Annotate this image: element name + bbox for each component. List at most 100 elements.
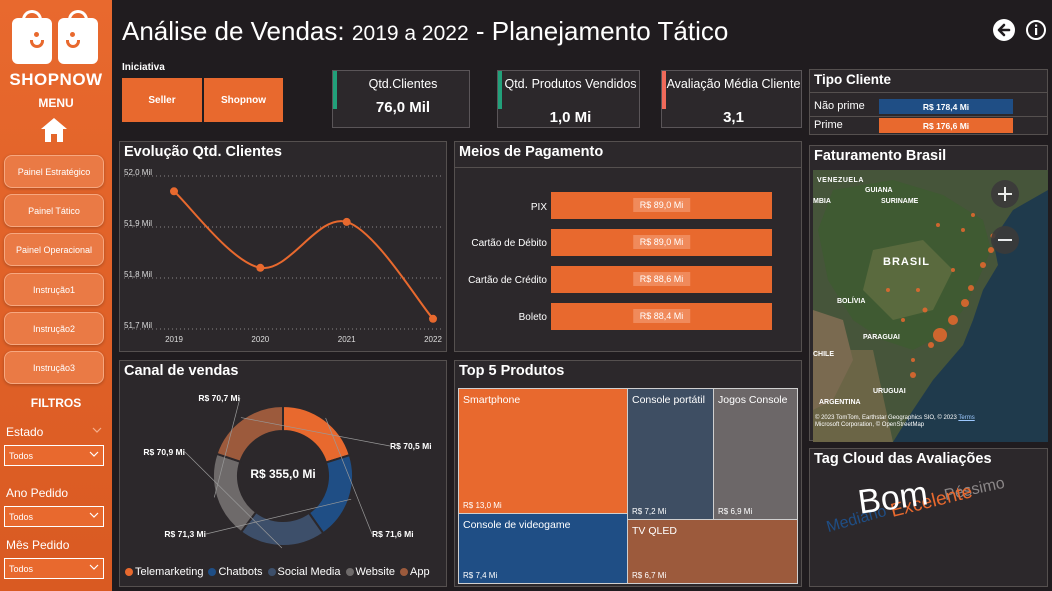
shopnow-button[interactable]: Shopnow [204,78,283,122]
donut-slice[interactable] [215,404,284,463]
legend-item[interactable]: Chatbots [208,566,263,578]
nav-instrucao1[interactable]: Instrução1 [4,273,104,306]
map-attribution-line2: Microsoft Corporation, © OpenStreetMap [815,422,925,428]
treemap-value: R$ 7,2 Mi [632,507,667,516]
title-years: 2019 a 2022 [351,22,469,45]
title-main: Análise de Vendas: [122,16,345,46]
tipo-cliente-bar[interactable]: R$ 176,6 Mi [879,118,1013,133]
donut-leader [205,498,352,535]
map-bubbles [886,213,996,378]
plus-icon [998,187,1012,201]
filter-estado-select[interactable]: Todos [4,445,104,466]
y-tick-label: 51,7 Mil [124,321,152,330]
pagamento-value: R$ 89,0 Mi [632,235,691,249]
kpi-qtd-clientes: Qtd.Clientes 76,0 Mil [332,70,470,128]
sidebar: SHOPNOW MENU Painel Estratégico Painel T… [0,0,112,591]
seller-button[interactable]: Seller [122,78,202,122]
tipo-cliente-panel: Tipo Cliente Não prime R$ 178,4 Mi Prime… [809,69,1048,135]
x-tick-label: 2021 [338,335,356,344]
pagamento-bar[interactable]: R$ 89,0 Mi [551,192,772,219]
treemap-value: R$ 6,9 Mi [718,507,753,516]
filter-ano-value: Todos [9,511,34,522]
pagamento-bar[interactable]: R$ 89,0 Mi [551,229,772,256]
map-label: ARGENTINA [819,399,861,406]
tipo-cliente-label: Prime [814,119,843,131]
y-tick-label: 51,8 Mil [124,270,152,279]
treemap-cell-tv-qled[interactable]: TV QLED R$ 6,7 Mi [627,519,798,584]
filter-ano-label: Ano Pedido [6,486,69,500]
line-point[interactable] [170,187,178,196]
minus-icon [998,239,1012,241]
pagamento-value: R$ 88,4 Mi [632,309,691,323]
treemap-name: TV QLED [632,525,677,537]
kpi-label: Avaliação Média Cliente [666,77,801,91]
back-arrow-icon[interactable] [992,18,1016,42]
donut-slice[interactable] [212,452,258,534]
map-label: BRASIL [883,256,930,268]
legend-item[interactable]: Social Media [267,566,341,578]
line-point[interactable] [256,263,265,272]
legend-item[interactable]: Website [345,566,395,578]
nav-instrucao2[interactable]: Instrução2 [4,312,104,345]
donut-leader [213,397,241,498]
treemap-name: Console de videogame [463,519,571,531]
nav-painel-estrategico[interactable]: Painel Estratégico [4,155,104,188]
treemap-cell-jogos-console[interactable]: Jogos Console R$ 6,9 Mi [713,388,798,520]
tipo-cliente-bar[interactable]: R$ 178,4 Mi [879,99,1013,114]
treemap-name: Console portátil [632,394,705,406]
home-icon[interactable] [40,117,68,143]
donut-value-label: R$ 71,6 Mi [372,529,414,539]
treemap-cell-console-videogame[interactable]: Console de videogame R$ 7,4 Mi [458,513,628,584]
pagamento-value: R$ 89,0 Mi [632,198,691,212]
donut-value-label: R$ 71,3 Mi [164,529,206,539]
map-label: URUGUAI [873,388,906,395]
legend-label: Chatbots [218,566,263,578]
pagamento-bar[interactable]: R$ 88,6 Mi [551,266,772,293]
zoom-out-button[interactable] [991,226,1019,254]
tipo-cliente-title: Tipo Cliente [814,72,892,87]
top5-title: Top 5 Produtos [459,363,565,379]
treemap-value: R$ 7,4 Mi [463,571,498,580]
mapa-title: Faturamento Brasil [814,148,947,164]
mapa-panel: Faturamento Brasil VENEZUELA GUIANA SURI… [809,145,1048,442]
pagamento-bar[interactable]: R$ 88,4 Mi [551,303,772,330]
x-tick-label: 2022 [424,335,442,344]
kpi-label: Qtd.Clientes [368,77,438,91]
legend-label: Social Media [277,566,341,578]
treemap-cell-smartphone[interactable]: Smartphone R$ 13,0 Mi [458,388,628,514]
map-attribution: © 2023 TomTom, Earthstar Geographics SIO… [815,415,1047,429]
y-tick-label: 52,0 Mil [124,168,152,177]
brand-name: SHOPNOW [9,70,103,89]
x-tick-label: 2019 [165,335,183,344]
line-point[interactable] [342,217,351,226]
legend-item[interactable]: App [400,566,430,578]
donut-leader [325,417,373,535]
tagcloud-panel: Tag Cloud das Avaliações Péssimo Excelen… [809,448,1048,587]
line-chart: 52,0 Mil 51,9 Mil 51,8 Mil 51,7 Mil 2019 202… [124,168,442,344]
treemap-value: R$ 6,7 Mi [632,571,667,580]
map-canvas[interactable]: VENEZUELA GUIANA SURINAME MBIA BRASIL BO… [813,170,1048,442]
map-label: PARAGUAI [863,334,900,341]
treemap-cell-console-portatil[interactable]: Console portátil R$ 7,2 Mi [627,388,714,520]
shopnow-logo [8,8,104,70]
donut-leader [184,451,283,549]
nav-instrucao3[interactable]: Instrução3 [4,351,104,384]
x-tick-label: 2020 [251,335,269,344]
info-icon[interactable] [1025,19,1047,41]
legend-item[interactable]: Telemarketing [125,566,203,578]
pagamento-title: Meios de Pagamento [459,144,604,160]
zoom-in-button[interactable] [991,180,1019,208]
filter-estado-value: Todos [9,450,34,461]
donut-value-label: R$ 70,7 Mi [198,393,240,403]
filter-mes-select[interactable]: Todos [4,558,104,579]
nav-painel-operacional[interactable]: Painel Operacional [4,233,104,266]
map-terms-link[interactable]: Terms [958,415,975,421]
kpi-value: 1,0 Mi [549,109,592,126]
line-point[interactable] [429,314,437,323]
tagcloud-title: Tag Cloud das Avaliações [814,451,992,467]
filter-ano-select[interactable]: Todos [4,506,104,527]
canal-title: Canal de vendas [124,363,239,379]
map-label: BOLÍVIA [837,298,866,305]
nav-painel-tatico[interactable]: Painel Tático [4,194,104,227]
donut-value-label: R$ 70,5 Mi [390,441,432,451]
